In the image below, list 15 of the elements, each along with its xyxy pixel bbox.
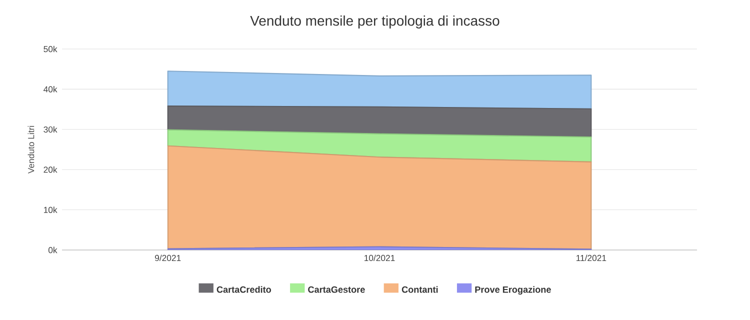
y-tick-label: 30k <box>44 126 58 133</box>
chart-title: Venduto mensile per tipologia di incasso <box>250 15 500 29</box>
y-axis-title: Venduto Litri <box>28 126 34 174</box>
legend-label: CartaCredito <box>216 286 272 293</box>
y-tick-label: 50k <box>44 46 58 52</box>
x-tick-label: 10/2021 <box>364 254 395 262</box>
y-tick-label: 40k <box>44 86 58 92</box>
legend-label: Contanti <box>402 286 438 293</box>
y-tick-label: 0k <box>48 246 58 254</box>
legend-label: CartaGestore <box>308 286 365 293</box>
legend-label: Prove Erogazione <box>475 286 551 295</box>
y-tick-label: 20k <box>44 166 58 173</box>
y-tick-label: 10k <box>44 206 58 213</box>
x-tick-label: 11/2021 <box>576 254 606 262</box>
x-tick-label: 9/2021 <box>154 254 181 262</box>
